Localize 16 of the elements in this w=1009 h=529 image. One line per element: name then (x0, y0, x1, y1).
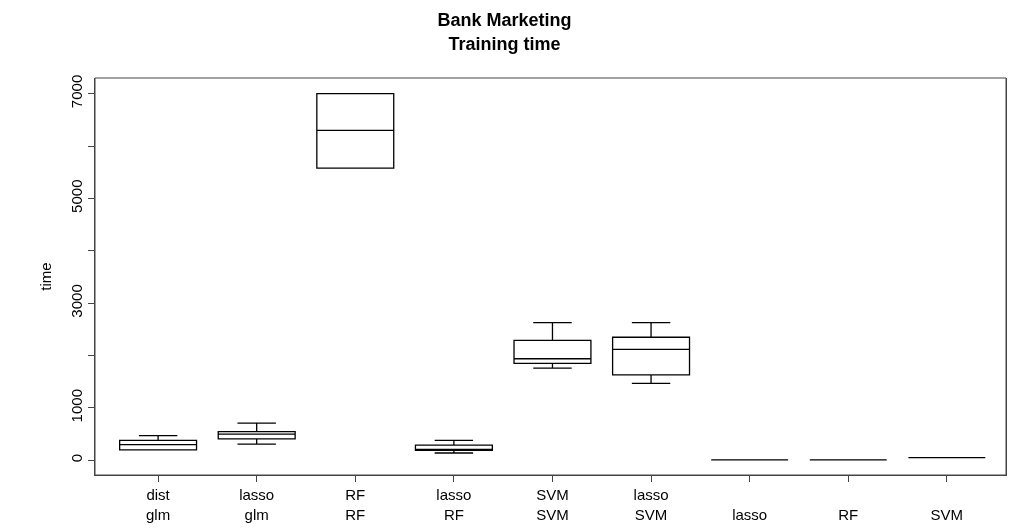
x-tick-label: dist glm (146, 486, 171, 523)
x-tick-label: RF RF (345, 486, 366, 523)
x-tick-label: lasso RF (436, 486, 472, 523)
x-tick-label: lasso (732, 505, 768, 523)
x-tick-label: lasso glm (239, 486, 275, 523)
y-tick-label: 1000 (68, 389, 85, 423)
x-tick-label: SVM (930, 505, 964, 523)
y-tick-label: 5000 (68, 179, 85, 213)
y-tick-label: 3000 (68, 284, 85, 318)
y-axis-title: time (37, 262, 55, 291)
y-tick-label: 0 (68, 453, 85, 463)
x-tick-label: SVM SVM (536, 486, 569, 523)
y-tick-label: 7000 (68, 74, 85, 109)
x-tick-label: RF (838, 505, 859, 523)
chart-title: Bank Marketing Training time (437, 10, 572, 54)
x-tick-label: lasso SVM (633, 486, 669, 523)
